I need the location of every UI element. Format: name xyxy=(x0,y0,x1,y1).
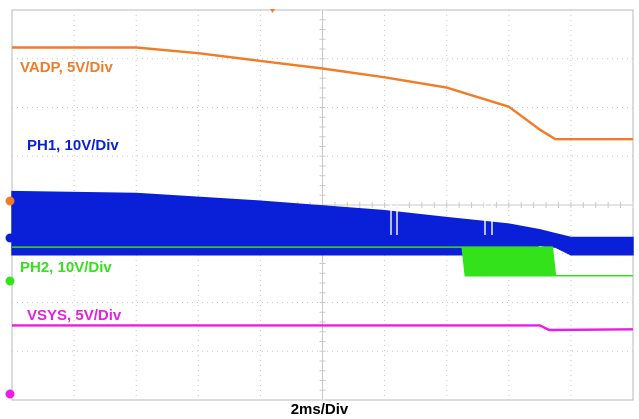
ph1-trace xyxy=(11,190,634,256)
traces xyxy=(11,46,634,332)
ph2-ground-marker xyxy=(5,276,15,286)
ph1-gap xyxy=(484,190,486,235)
ph1-gap xyxy=(396,190,398,235)
vsys-ground-marker xyxy=(5,389,15,399)
trigger-marker xyxy=(270,9,275,13)
ph2-label: PH2, 10V/Div xyxy=(20,259,112,276)
series-labels: VADP, 5V/Div PH1, 10V/Div PH2, 10V/Div VSYS… xyxy=(20,59,122,324)
vadp-ground-marker xyxy=(5,196,15,206)
channel-markers xyxy=(5,9,275,399)
ph1-label: PH1, 10V/Div xyxy=(27,137,119,154)
vsys-label: VSYS, 5V/Div xyxy=(27,307,122,324)
vsys-trace xyxy=(12,324,634,332)
ph1-ground-marker xyxy=(5,233,15,243)
vadp-trace xyxy=(12,46,633,141)
ph1-gap xyxy=(491,190,493,235)
x-axis-label: 2ms/Div xyxy=(290,401,349,418)
vadp-label: VADP, 5V/Div xyxy=(20,59,113,76)
ph2-trace xyxy=(12,246,633,277)
ph1-gap xyxy=(390,190,392,235)
